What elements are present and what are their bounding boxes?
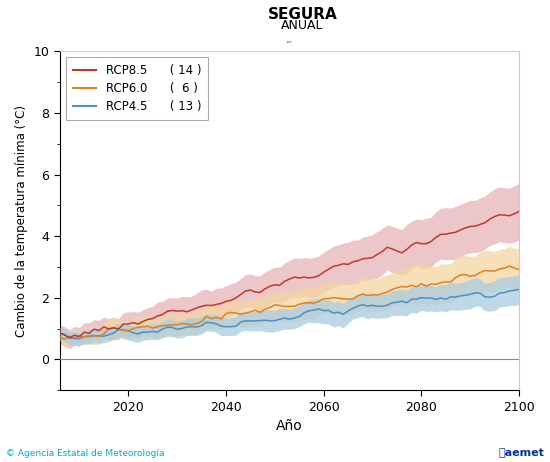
X-axis label: Año: Año xyxy=(276,419,303,433)
Text: SEGURA: SEGURA xyxy=(268,7,337,22)
Legend: RCP8.5      ( 14 ), RCP6.0      (  6 ), RCP4.5      ( 13 ): RCP8.5 ( 14 ), RCP6.0 ( 6 ), RCP4.5 ( 13… xyxy=(66,57,208,120)
Text: ANUAL: ANUAL xyxy=(281,19,324,32)
Text: © Agencia Estatal de Meteorología: © Agencia Estatal de Meteorología xyxy=(6,450,164,458)
Y-axis label: Cambio de la temperatura mínima (°C): Cambio de la temperatura mínima (°C) xyxy=(15,105,28,337)
Text: Ⓟaemet: Ⓟaemet xyxy=(499,448,544,458)
Title: SEGURA
ANUAL: SEGURA ANUAL xyxy=(287,40,293,43)
